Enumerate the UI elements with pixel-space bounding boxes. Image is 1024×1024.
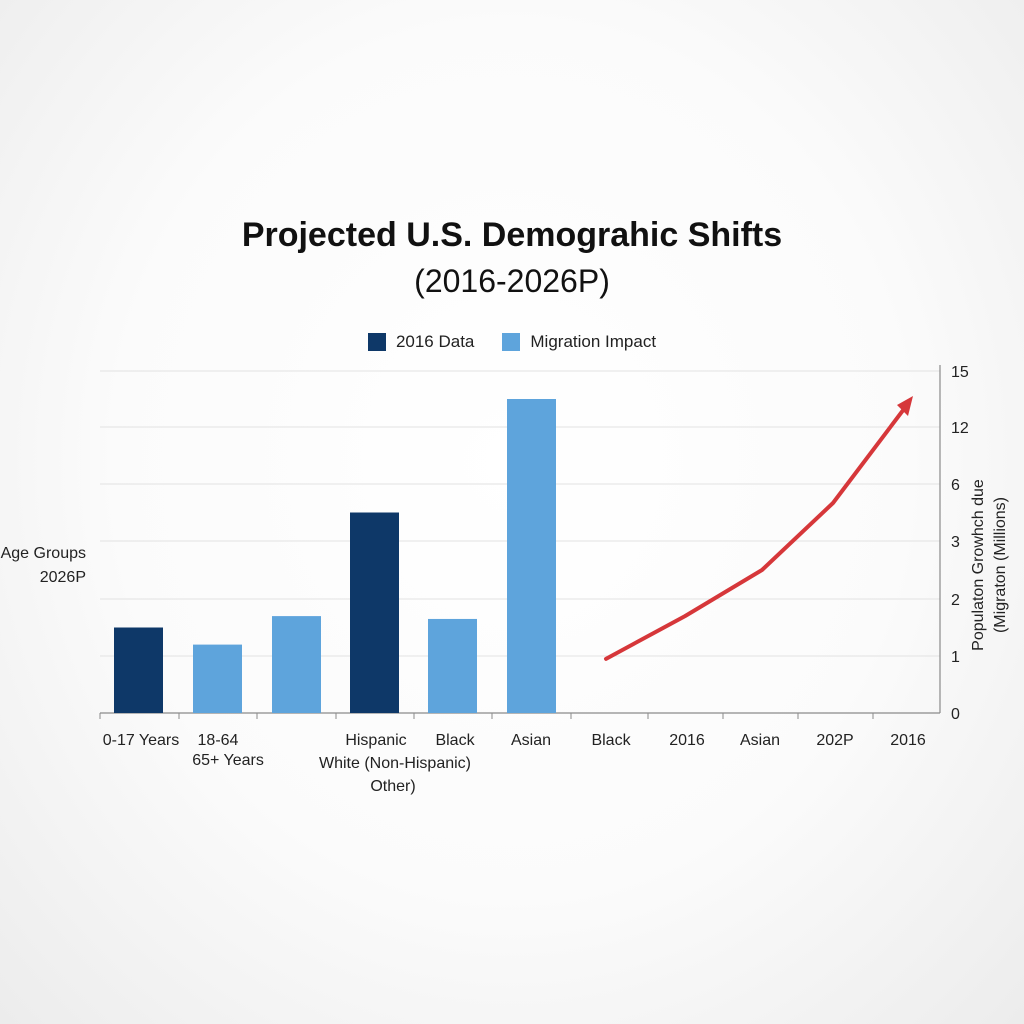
x-tick-label-6-line-0: 2016 — [669, 732, 705, 749]
bar-5 — [507, 399, 556, 713]
x-tick-label-3-line-0: Black — [435, 732, 475, 749]
legend-label-migration-impact: Migration Impact — [530, 332, 657, 351]
y-label-left-line-1: 2026P — [40, 569, 86, 586]
legend-label-2016-data: 2016 Data — [395, 332, 475, 351]
y-tick-label-6: 6 — [951, 477, 960, 494]
bar-2 — [272, 616, 321, 713]
x-tick-label-4-line-0: Asian — [511, 732, 551, 749]
y-tick-label-15: 15 — [951, 364, 969, 381]
trend-line — [604, 403, 909, 661]
y-tick-label-2: 2 — [951, 592, 960, 609]
x-tick-label-2-line-1: White (Non-Hispanic) — [319, 755, 471, 772]
y-tick-label-0: 0 — [951, 706, 960, 723]
chart-title: Projected U.S. Demograhic Shifts — [241, 216, 783, 254]
y-tick-label-3: 3 — [951, 534, 960, 551]
x-tick-label-2-line-2: Other) — [370, 778, 415, 795]
bar-1 — [193, 644, 242, 713]
bar-3 — [350, 512, 399, 713]
chart-subtitle: (2016-2026P) — [414, 263, 610, 299]
legend: 2016 Data Migration Impact — [0, 332, 1024, 352]
legend-swatch-migration-impact — [502, 333, 521, 351]
y-tick-label-1: 1 — [951, 649, 960, 666]
bar-4 — [428, 618, 477, 713]
bar-0 — [114, 627, 163, 713]
trend-line-arrowhead — [897, 396, 913, 416]
y-label-left-line-0: Age Groups — [1, 545, 86, 562]
x-tick-label-8-line-0: 202P — [816, 732, 853, 749]
x-tick-label-0-line-0: 0-17 Years — [103, 732, 180, 749]
x-tick-label-5-line-0: Black — [591, 732, 631, 749]
legend-swatch-2016-data — [367, 333, 386, 351]
x-tick-label-9-line-0: 2016 — [890, 732, 926, 749]
y-tick-label-12: 12 — [951, 420, 969, 437]
legend-item-2016-data: 2016 Data — [367, 332, 475, 352]
chart-title-block: Projected U.S. Demograhic Shifts (2016-2… — [0, 212, 1024, 304]
y-label-right-line-1: (Migraton (Millions) — [992, 497, 1009, 633]
x-tick-label-2-line-0: Hispanic — [345, 732, 406, 749]
x-tick-label-7-line-0: Asian — [740, 732, 780, 749]
legend-item-migration-impact: Migration Impact — [502, 332, 656, 352]
x-tick-label-1-line-1: 65+ Years — [192, 752, 264, 769]
y-label-right-line-0: Populaton Growhch due — [970, 479, 987, 651]
x-tick-label-1-line-0: 18-64 — [198, 732, 239, 749]
